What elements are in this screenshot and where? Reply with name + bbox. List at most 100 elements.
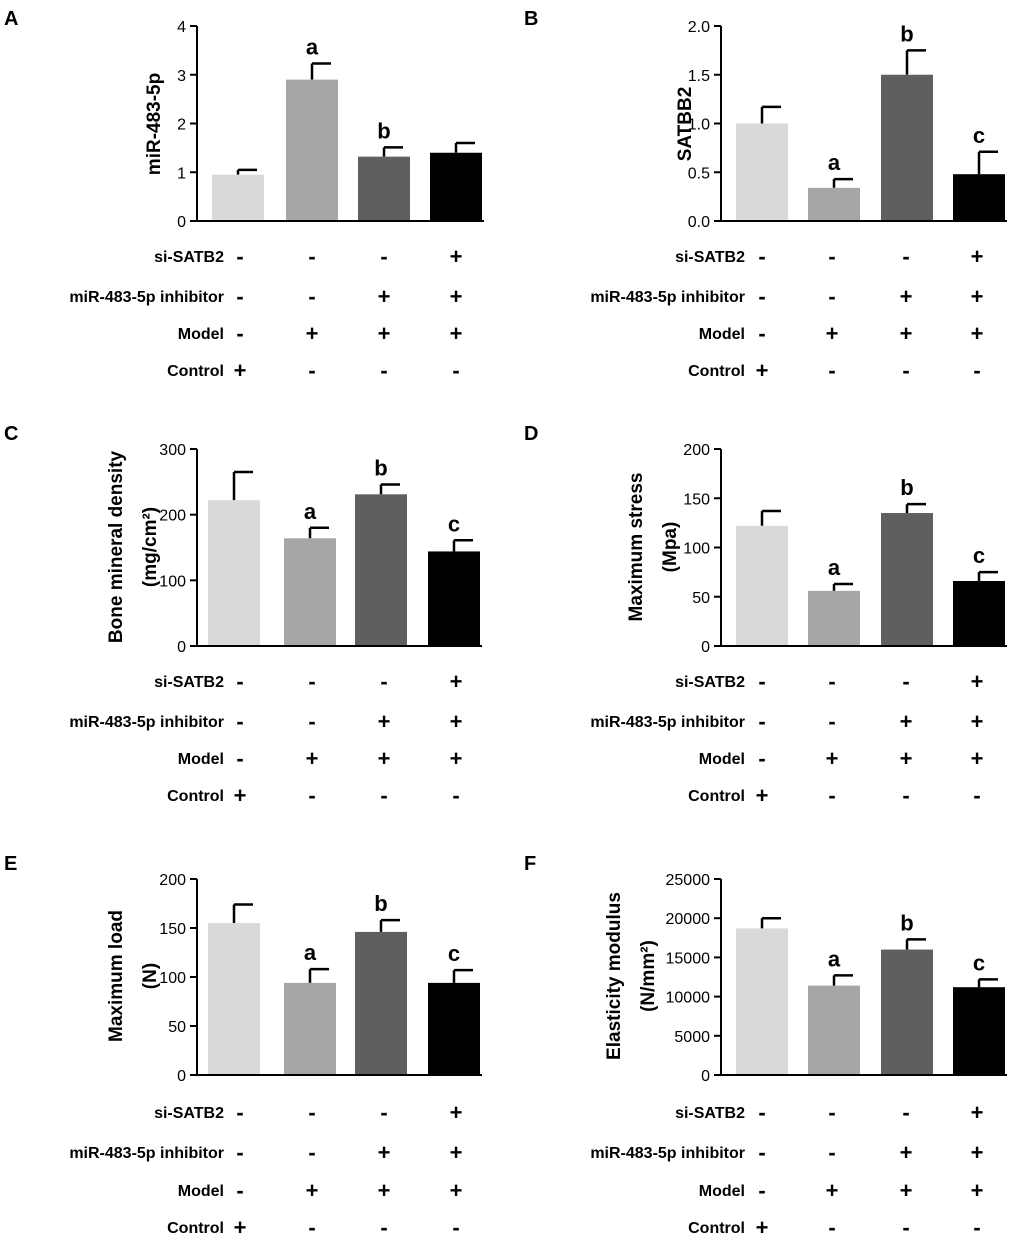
- plus-sign: +: [756, 358, 769, 383]
- y-tick-label: 300: [159, 442, 186, 459]
- condition-label: si-SATB2: [675, 674, 745, 691]
- y-tick-label: 25000: [666, 872, 711, 889]
- y-tick-label: 100: [683, 541, 710, 558]
- minus-sign: -: [758, 244, 765, 269]
- minus-sign: -: [828, 709, 835, 734]
- y-tick-label: 100: [159, 573, 186, 590]
- plus-sign: +: [234, 783, 247, 808]
- plus-sign: +: [450, 244, 463, 269]
- plus-sign: +: [971, 321, 984, 346]
- minus-sign: -: [973, 783, 980, 808]
- plus-sign: +: [900, 746, 913, 771]
- minus-sign: -: [236, 1140, 243, 1165]
- minus-sign: -: [236, 669, 243, 694]
- minus-sign: -: [902, 358, 909, 383]
- y-tick-label: 4: [177, 19, 186, 36]
- minus-sign: -: [308, 669, 315, 694]
- plus-sign: +: [450, 321, 463, 346]
- y-tick-label: 2.0: [688, 19, 710, 36]
- bar: [208, 500, 260, 646]
- plus-sign: +: [378, 709, 391, 734]
- minus-sign: -: [828, 244, 835, 269]
- y-axis-label-line: Maximum load: [106, 910, 127, 1042]
- y-tick-label: 1.5: [688, 68, 710, 85]
- y-tick-label: 0: [177, 214, 186, 231]
- y-axis-label-line: Maximum stress: [626, 473, 647, 622]
- plus-sign: +: [971, 1100, 984, 1125]
- y-tick-label: 0.0: [688, 214, 710, 231]
- significance-letter: a: [828, 555, 841, 580]
- minus-sign: -: [236, 1178, 243, 1203]
- y-tick-label: 5000: [674, 1029, 710, 1046]
- minus-sign: -: [308, 1215, 315, 1240]
- y-axis-label-line: (N): [140, 963, 161, 989]
- minus-sign: -: [308, 358, 315, 383]
- condition-label: Model: [699, 751, 745, 768]
- condition-label: Control: [688, 1220, 745, 1237]
- plus-sign: +: [900, 1140, 913, 1165]
- bar: [881, 74, 933, 221]
- y-tick-label: 0: [177, 1068, 186, 1085]
- condition-label: miR-483-5p inhibitor: [69, 289, 224, 306]
- y-axis-label: Maximum load (N): [106, 910, 161, 1042]
- condition-label: Model: [699, 326, 745, 343]
- y-tick-label: 150: [683, 491, 710, 508]
- plus-sign: +: [900, 321, 913, 346]
- minus-sign: -: [828, 783, 835, 808]
- minus-sign: -: [758, 669, 765, 694]
- plus-sign: +: [450, 1178, 463, 1203]
- y-tick-label: 50: [692, 590, 710, 607]
- significance-letter: c: [448, 941, 460, 966]
- plus-sign: +: [756, 783, 769, 808]
- plus-sign: +: [971, 746, 984, 771]
- plus-sign: +: [450, 284, 463, 309]
- condition-label: Model: [699, 1183, 745, 1200]
- minus-sign: -: [236, 746, 243, 771]
- minus-sign: -: [308, 284, 315, 309]
- bar: [808, 985, 860, 1075]
- condition-label: si-SATB2: [154, 674, 224, 691]
- panel-letter: F: [524, 853, 536, 875]
- significance-letter: b: [374, 455, 387, 480]
- plus-sign: +: [450, 1140, 463, 1165]
- condition-label: miR-483-5p inhibitor: [69, 714, 224, 731]
- minus-sign: -: [902, 669, 909, 694]
- minus-sign: -: [452, 358, 459, 383]
- minus-sign: -: [973, 1215, 980, 1240]
- plus-sign: +: [306, 321, 319, 346]
- y-tick-label: 2: [177, 117, 186, 134]
- y-tick-label: 50: [168, 1019, 186, 1036]
- condition-label: miR-483-5p inhibitor: [590, 714, 745, 731]
- minus-sign: -: [236, 1100, 243, 1125]
- minus-sign: -: [828, 669, 835, 694]
- bar: [355, 931, 407, 1075]
- plus-sign: +: [971, 709, 984, 734]
- minus-sign: -: [973, 358, 980, 383]
- minus-sign: -: [380, 1100, 387, 1125]
- bar: [881, 949, 933, 1075]
- significance-letter: a: [304, 940, 317, 965]
- minus-sign: -: [828, 1215, 835, 1240]
- plus-sign: +: [900, 284, 913, 309]
- minus-sign: -: [380, 358, 387, 383]
- y-axis-label: Bone mineral density (mg/cm²): [106, 450, 161, 643]
- plus-sign: +: [971, 284, 984, 309]
- condition-label: Control: [167, 1220, 224, 1237]
- minus-sign: -: [452, 1215, 459, 1240]
- plus-sign: +: [378, 321, 391, 346]
- y-tick-label: 1.0: [688, 117, 710, 134]
- y-tick-label: 1: [177, 165, 186, 182]
- y-axis-label-line: miR-483-5p: [144, 73, 165, 175]
- panel-letter: B: [524, 8, 538, 30]
- y-tick-label: 20000: [666, 911, 711, 928]
- condition-label: si-SATB2: [154, 249, 224, 266]
- condition-label: Model: [178, 1183, 224, 1200]
- significance-letter: b: [374, 891, 387, 916]
- minus-sign: -: [902, 1100, 909, 1125]
- panel-letter: C: [4, 423, 18, 445]
- minus-sign: -: [236, 284, 243, 309]
- significance-letter: a: [304, 499, 317, 524]
- y-axis-label-line: Bone mineral density: [106, 450, 127, 643]
- bar: [428, 551, 480, 646]
